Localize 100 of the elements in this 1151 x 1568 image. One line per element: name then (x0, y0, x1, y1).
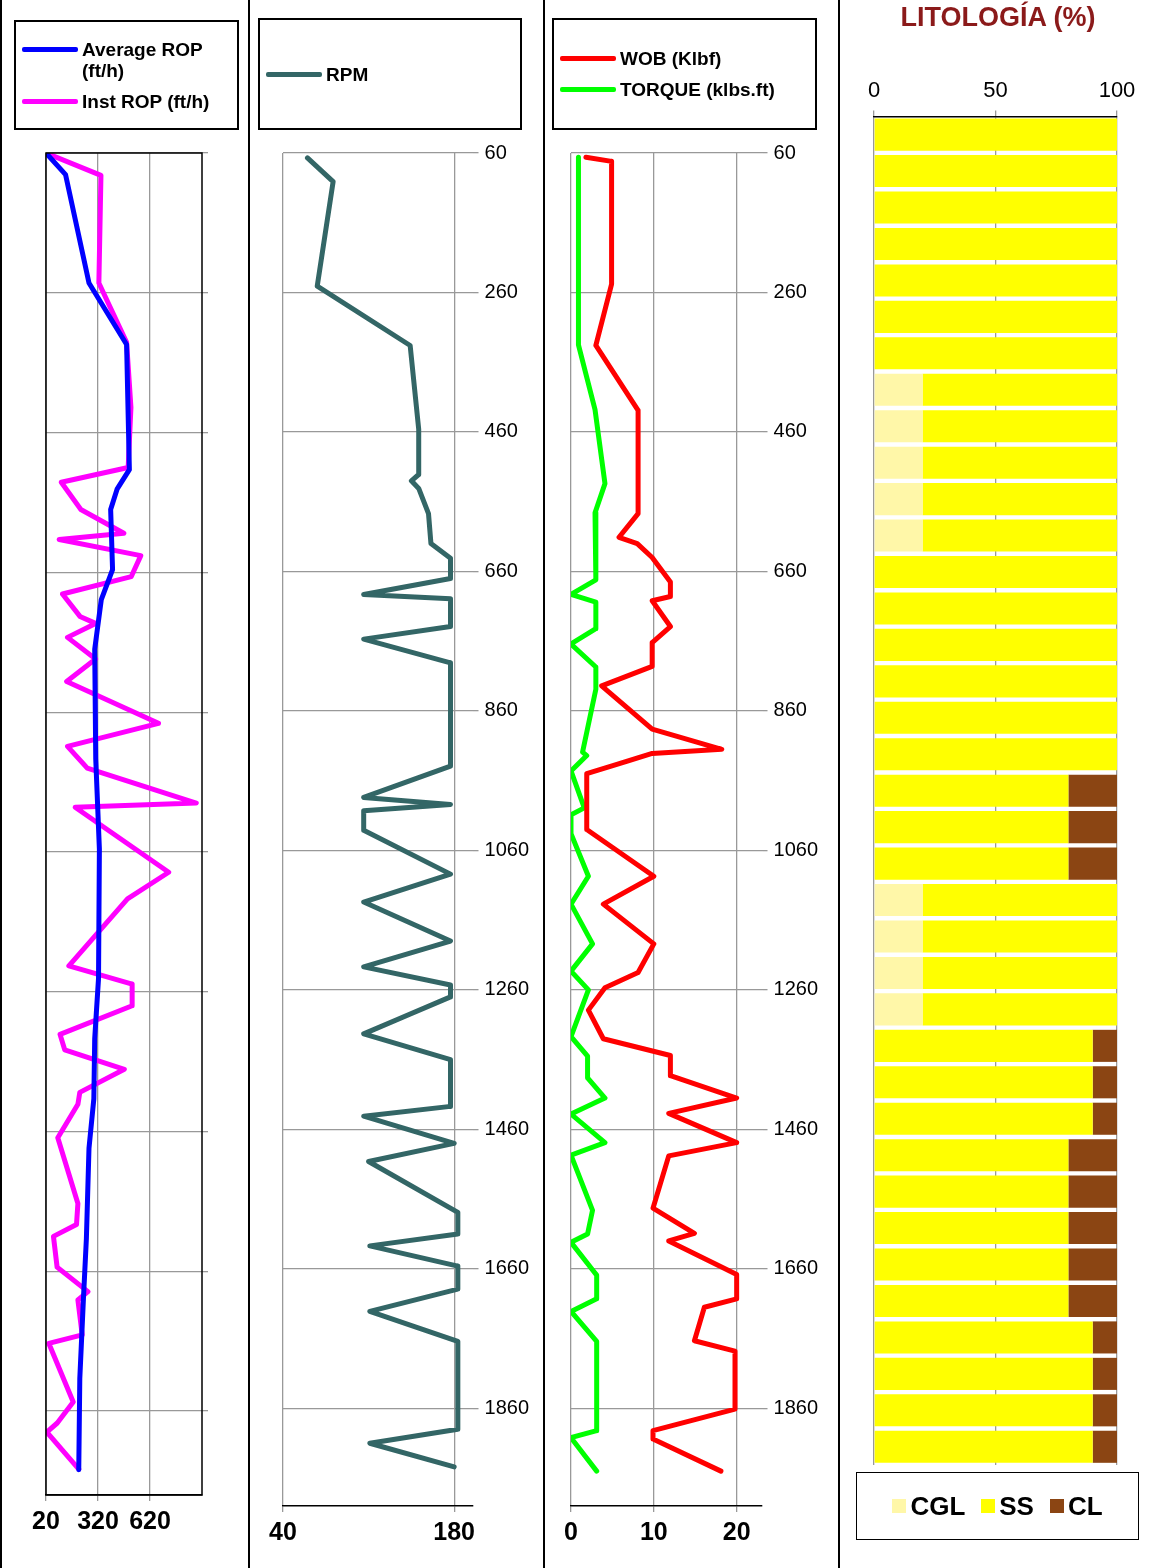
x-tick-label: 620 (129, 1505, 171, 1534)
bar (874, 155, 1117, 188)
legend-label: CGL (910, 1490, 966, 1521)
bar (1092, 1321, 1117, 1354)
bar (1068, 811, 1117, 844)
y-tick-label: 260 (773, 280, 807, 302)
bar (874, 1430, 1093, 1463)
bar (874, 300, 1117, 333)
y-tick-label: 60 (773, 140, 796, 163)
x-tick-label: 180 (433, 1516, 476, 1545)
y-tick-label: 60 (484, 140, 507, 163)
y-tick-label: 1060 (484, 837, 530, 860)
bar (874, 1175, 1069, 1208)
bar (874, 774, 1069, 807)
bar (874, 1394, 1093, 1427)
bar (874, 1321, 1093, 1354)
y-tick-label: 1860 (484, 1395, 530, 1418)
y-tick-label: 1060 (773, 837, 819, 860)
bar (874, 264, 1117, 297)
bar (874, 1357, 1093, 1390)
bar (874, 446, 923, 479)
bar (1092, 1394, 1117, 1427)
y-tick-label: 1260 (484, 977, 530, 1000)
bar (922, 373, 1117, 406)
bar (1068, 1175, 1117, 1208)
bar (1068, 774, 1117, 807)
bar (874, 665, 1117, 698)
bar (874, 956, 923, 989)
y-tick-label: 1260 (773, 977, 819, 1000)
y-tick-label: 660 (484, 558, 518, 581)
bar (874, 410, 923, 443)
bar (874, 555, 1117, 589)
bar (922, 446, 1117, 479)
bar (874, 1212, 1069, 1245)
x-tick-label: 20 (32, 1505, 60, 1534)
bar (1092, 1430, 1117, 1463)
x-tick-label: 20 (722, 1516, 751, 1545)
legend-label: SS (999, 1490, 1034, 1521)
bar (874, 227, 1117, 261)
bar (922, 519, 1117, 552)
bar (922, 920, 1117, 953)
bar (874, 519, 923, 552)
y-tick-label: 1460 (484, 1116, 530, 1139)
bar (1068, 1248, 1117, 1281)
bar (922, 993, 1117, 1026)
y-tick-label: 660 (773, 558, 807, 581)
legend-label: WOB (Klbf) (620, 48, 722, 69)
bar (1068, 1212, 1117, 1245)
bar (874, 847, 1069, 880)
bar (874, 701, 1117, 734)
bar (1068, 1139, 1117, 1172)
legend-label: Average ROP (ft/h) (82, 38, 204, 81)
y-tick-label: 1860 (773, 1395, 819, 1418)
y-tick-label: 1660 (773, 1256, 819, 1279)
y-tick-label: 460 (773, 419, 807, 442)
bar (874, 118, 1117, 151)
bar (922, 956, 1117, 989)
bar (874, 738, 1117, 771)
bar (874, 1102, 1093, 1135)
bar (874, 1066, 1093, 1099)
y-tick-label: 860 (773, 698, 807, 721)
bar (874, 1248, 1069, 1281)
bar (874, 373, 923, 406)
x-tick-label: 100 (1098, 77, 1136, 103)
x-tick-label: 320 (77, 1505, 119, 1534)
bar (874, 884, 923, 917)
x-tick-label: 0 (867, 77, 881, 103)
bar (874, 993, 923, 1026)
bar (1068, 1284, 1117, 1318)
bar (874, 1284, 1069, 1318)
bar (874, 337, 1117, 370)
bar (874, 592, 1117, 625)
y-tick-label: 1660 (484, 1256, 530, 1279)
bar (874, 1029, 1093, 1062)
bar (874, 483, 923, 516)
bar (874, 920, 923, 953)
y-tick-label: 260 (484, 280, 518, 302)
bar (1092, 1066, 1117, 1099)
bar (874, 191, 1117, 224)
bar (874, 628, 1117, 661)
x-tick-label: 0 (564, 1516, 578, 1545)
bar (874, 1139, 1069, 1172)
x-tick-label: 50 (983, 77, 1008, 103)
y-tick-label: 1460 (773, 1116, 819, 1139)
legend-label: RPM (326, 63, 369, 85)
legend-label: TORQUE (klbs.ft) (620, 79, 775, 100)
bar (922, 410, 1117, 443)
bar (874, 811, 1069, 844)
bar (1092, 1029, 1117, 1062)
x-tick-label: 10 (639, 1516, 668, 1545)
bar (922, 884, 1117, 917)
bar (1092, 1102, 1117, 1135)
bar (1092, 1357, 1117, 1390)
y-tick-label: 460 (484, 419, 518, 442)
chart-title: LITOLOGÍA (%) (899, 2, 1097, 33)
y-tick-label: 860 (484, 698, 518, 721)
bar (922, 483, 1117, 516)
x-tick-label: 40 (269, 1516, 297, 1545)
legend-label: CL (1067, 1490, 1103, 1521)
legend-label: Inst ROP (ft/h) (82, 90, 210, 112)
